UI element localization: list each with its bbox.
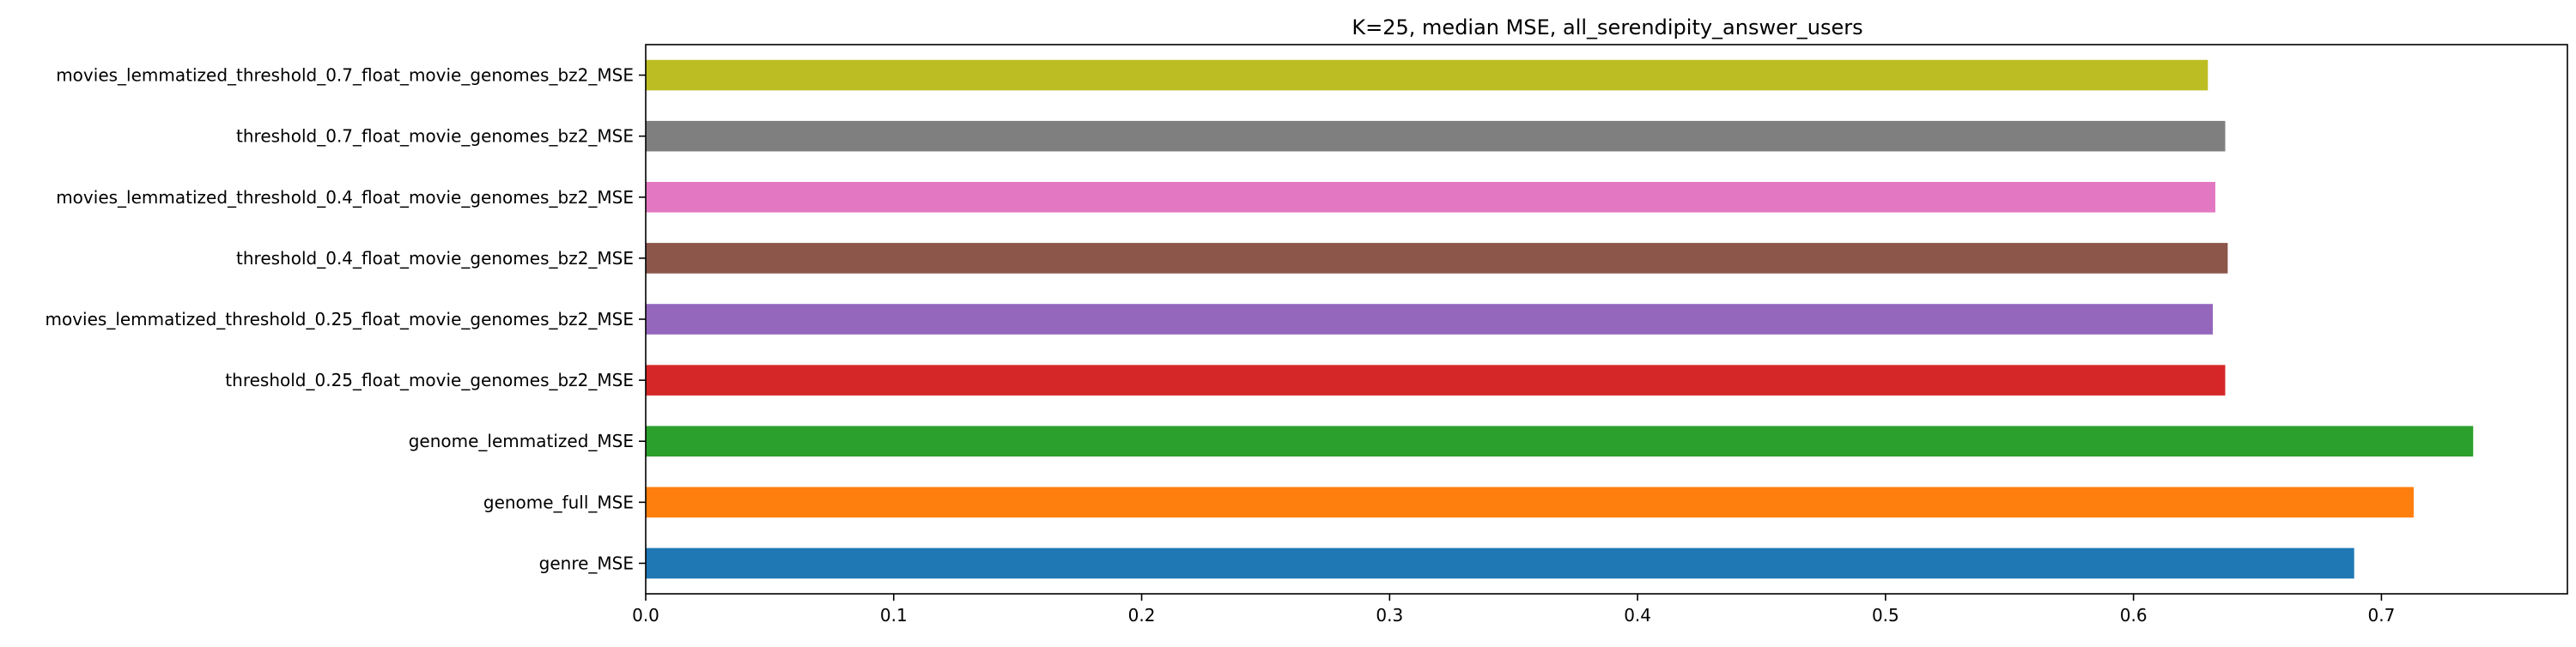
bar-movies_lemmatized_threshold_0.4_float_movie_genomes_bz2_MSE [646, 182, 2215, 213]
x-tick-label: 0.5 [1872, 605, 1899, 626]
x-tick-label: 0.0 [632, 605, 659, 626]
x-tick-label: 0.1 [880, 605, 908, 626]
y-tick-label: genome_full_MSE [483, 492, 634, 512]
bar-movies_lemmatized_threshold_0.25_float_movie_genomes_bz2_MSE [646, 304, 2214, 335]
y-tick-label: movies_lemmatized_threshold_0.4_float_mo… [56, 187, 634, 208]
bar-movies_lemmatized_threshold_0.7_float_movie_genomes_bz2_MSE [646, 59, 2208, 91]
bar-genome_full_MSE [646, 487, 2414, 518]
x-tick-label: 0.3 [1376, 605, 1403, 626]
y-tick-label: threshold_0.4_float_movie_genomes_bz2_MS… [236, 248, 634, 269]
y-tick-label: genome_lemmatized_MSE [409, 431, 634, 451]
x-tick-label: 0.4 [1624, 605, 1651, 626]
plot-area: genre_MSE genome_full_MSE genome_lemmatize… [45, 44, 2568, 626]
y-tick-label: movies_lemmatized_threshold_0.25_float_m… [45, 309, 634, 330]
bar-genre_MSE [646, 547, 2354, 579]
y-tick-label: movies_lemmatized_threshold_0.7_float_mo… [56, 65, 634, 86]
bar-threshold_0.7_float_movie_genomes_bz2_MSE [646, 120, 2226, 152]
bar-threshold_0.4_float_movie_genomes_bz2_MSE [646, 243, 2228, 274]
bar-genome_lemmatized_MSE [646, 426, 2474, 457]
chart-title: K=25, median MSE, all_serendipity_answer… [1352, 15, 1862, 39]
axes-frame [645, 44, 2568, 595]
x-tick-label: 0.2 [1128, 605, 1156, 626]
x-tick-label: 0.6 [2120, 605, 2148, 626]
y-tick-label: genre_MSE [539, 553, 634, 573]
y-tick-label: threshold_0.7_float_movie_genomes_bz2_MS… [236, 126, 634, 147]
bar-threshold_0.25_float_movie_genomes_bz2_MSE [646, 365, 2226, 396]
x-tick-label: 0.7 [2368, 605, 2396, 626]
y-tick-label: threshold_0.25_float_movie_genomes_bz2_M… [225, 370, 634, 390]
